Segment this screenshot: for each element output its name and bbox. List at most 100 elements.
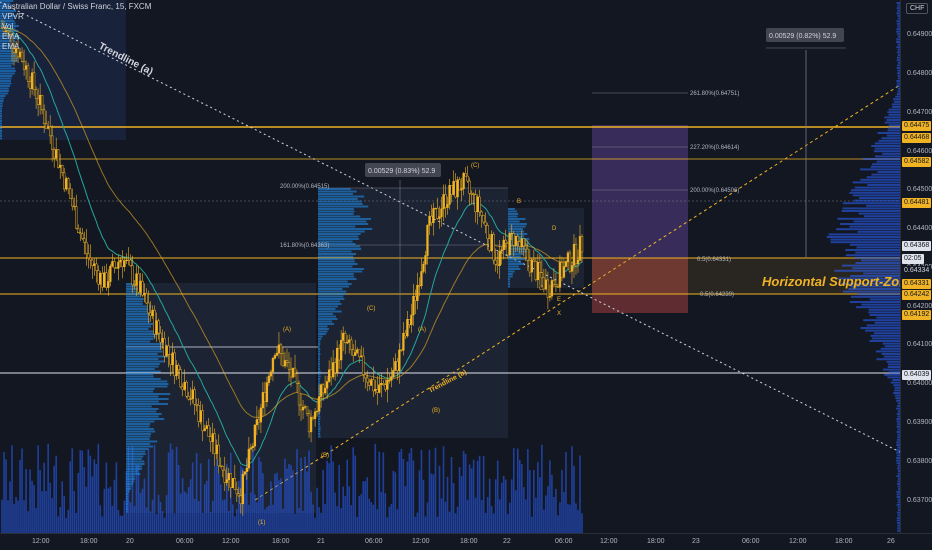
- volume-bar: [141, 488, 144, 533]
- volume-bar: [318, 507, 320, 533]
- profile-bar: [508, 273, 513, 275]
- volume-bar: [529, 470, 531, 533]
- profile-bar-right: [836, 228, 900, 231]
- volume-bar: [452, 483, 455, 533]
- volume-bar: [438, 465, 441, 533]
- svg-text:200.00%(0.64515): 200.00%(0.64515): [280, 184, 329, 190]
- profile-bar-right: [849, 243, 900, 246]
- profile-bar-right: [872, 163, 900, 166]
- profile-bar: [318, 193, 353, 195]
- ema-fast-line[interactable]: [1, 27, 583, 467]
- candle-body: [91, 259, 94, 266]
- profile-bar: [318, 348, 321, 350]
- volume-bar: [370, 502, 373, 533]
- candle-body: [305, 406, 309, 414]
- legend-ema-1[interactable]: EMA: [2, 32, 20, 41]
- profile-bar: [0, 107, 2, 110]
- profile-bar: [508, 265, 519, 268]
- candle-body: [452, 181, 455, 195]
- profile-bar: [126, 328, 149, 330]
- profile-bar: [126, 453, 146, 455]
- profile-bar: [126, 478, 136, 480]
- profile-bar: [508, 275, 513, 278]
- fib-levels-right[interactable]: [592, 92, 688, 191]
- candle-body: [203, 428, 206, 432]
- candle-body: [313, 411, 317, 419]
- price-tag: 0.64582: [902, 157, 932, 167]
- volume-bar: [107, 488, 110, 533]
- candle-body: [63, 172, 66, 190]
- volume-bar: [298, 507, 300, 533]
- candle-body: [18, 51, 22, 58]
- legend-vpvr[interactable]: VPVR: [2, 12, 24, 21]
- legend-vol[interactable]: Vol: [2, 22, 14, 31]
- profile-bar-right: [873, 332, 900, 335]
- time-tick: 21: [317, 538, 325, 545]
- candles[interactable]: [0, 19, 584, 516]
- time-axis[interactable]: [0, 533, 932, 550]
- trendline-b[interactable]: [254, 84, 900, 501]
- profile-bar-right: [882, 152, 900, 155]
- profile-bar: [0, 97, 4, 100]
- candle-body: [317, 396, 321, 412]
- volume-bar: [320, 512, 322, 533]
- profile-bar-right: [864, 329, 900, 332]
- profile-bar: [318, 270, 363, 273]
- profile-bar-right: [896, 503, 900, 506]
- profile-bar-right: [896, 399, 900, 402]
- profile-bar: [0, 90, 9, 92]
- stop-zone-box[interactable]: [592, 258, 688, 313]
- profile-bar-right: [897, 498, 900, 501]
- profile-bar: [0, 15, 17, 17]
- volume-bar: [143, 478, 146, 533]
- price-tick: 0.64100: [907, 341, 932, 349]
- target-zone-box[interactable]: [592, 125, 688, 258]
- profile-bar: [126, 505, 128, 508]
- legend-ema-2[interactable]: EMA: [2, 42, 20, 51]
- volume-bar: [193, 498, 196, 533]
- symbol-title[interactable]: Australian Dollar / Swiss Franc, 15, FXC…: [2, 2, 152, 11]
- profile-bar-right: [877, 132, 900, 134]
- volume-bar: [179, 493, 182, 533]
- profile-bar: [0, 12, 14, 15]
- currency-button[interactable]: CHF: [906, 3, 929, 14]
- profile-bar-right: [877, 171, 900, 173]
- profile-bar: [318, 320, 333, 323]
- volume-bar: [117, 510, 120, 533]
- profile-bar: [0, 95, 6, 97]
- volume-bar: [555, 488, 557, 533]
- candle-body: [47, 126, 50, 129]
- volume-bar: [456, 506, 459, 533]
- profile-bar: [0, 117, 2, 120]
- volume-bar: [39, 469, 41, 533]
- candle-body: [480, 211, 483, 216]
- chart-canvas[interactable]: Trendline (a) Trendline (b) Horizontal S…: [0, 0, 900, 533]
- ema-slow-line[interactable]: [1, 27, 583, 419]
- profile-bar: [126, 458, 142, 460]
- profile-bar-right: [880, 347, 900, 350]
- candle-body: [368, 381, 371, 386]
- candle-body: [564, 261, 568, 267]
- profile-bar-right: [887, 129, 900, 132]
- volume-bar: [111, 505, 114, 533]
- profile-bar-right: [884, 345, 900, 348]
- volume-bar: [69, 461, 72, 533]
- candle-body: [141, 280, 144, 296]
- profile-bar: [0, 85, 11, 87]
- svg-text:0.5(0.64239): 0.5(0.64239): [700, 292, 734, 298]
- candle-body: [500, 249, 503, 252]
- profile-bar-right: [897, 74, 900, 77]
- profile-bar-right: [855, 262, 900, 264]
- volume-bar: [390, 503, 393, 533]
- candle-body: [271, 358, 275, 373]
- profile-bar: [126, 488, 131, 490]
- candle-body: [440, 208, 443, 217]
- profile-bar: [126, 425, 150, 428]
- candle-body: [119, 259, 122, 263]
- profile-bar: [318, 255, 354, 258]
- profile-bar: [318, 223, 369, 225]
- profile-bar-right: [860, 327, 900, 329]
- profile-bar-right: [868, 308, 900, 311]
- volume-bar: [508, 502, 511, 533]
